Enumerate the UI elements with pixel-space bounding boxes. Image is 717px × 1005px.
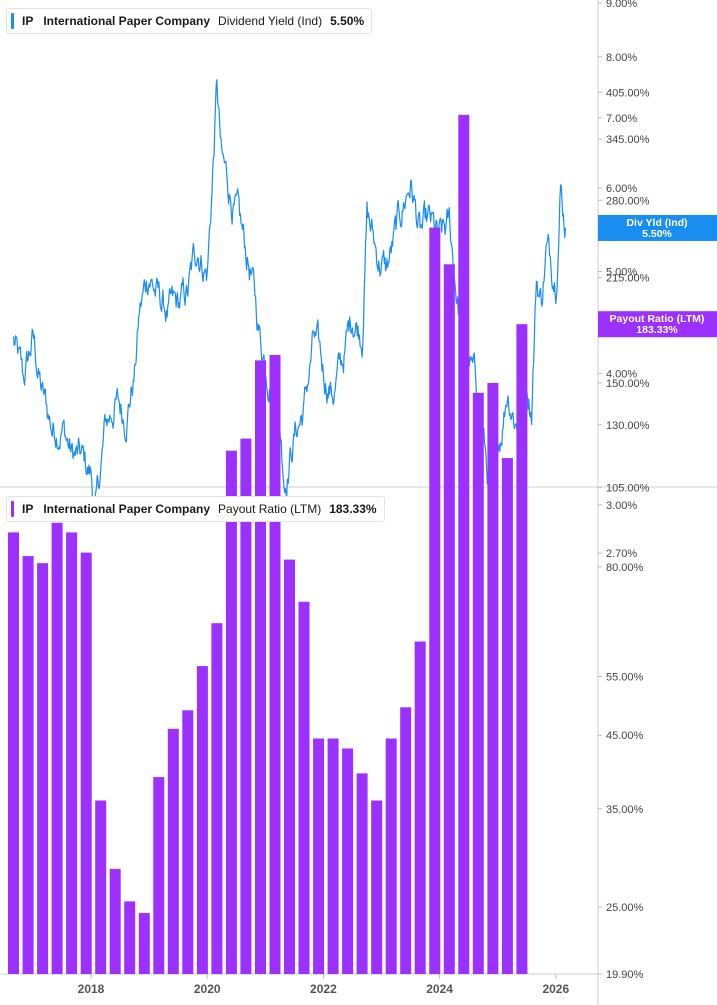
payout-ratio-bar	[22, 556, 34, 974]
payout-ratio-bar	[414, 641, 426, 974]
payout-ratio-bar	[255, 360, 266, 974]
flag-title: Div Yld (Ind)	[626, 217, 687, 229]
payout-ratio-bar	[66, 532, 78, 974]
payout-ratio-bar	[458, 114, 470, 975]
payout-ratio-bar	[472, 392, 484, 974]
y-tick-label: 4.00%	[606, 368, 637, 380]
payout-ratio-bar	[327, 738, 339, 974]
payout-ratio-bar	[225, 450, 237, 974]
payout-ratio-bar	[37, 563, 49, 974]
series-color-swatch	[11, 501, 14, 517]
payout-ratio-bar	[109, 868, 121, 974]
legend-metric-name: Payout Ratio (LTM)	[218, 502, 322, 516]
payout-ratio-bar	[124, 901, 136, 974]
legend-metric-name: Dividend Yield (Ind)	[218, 14, 323, 28]
legend-company-name: International Paper Company	[43, 14, 211, 28]
y-tick-label: 215.00%	[606, 273, 650, 285]
flag-title: Payout Ratio (LTM)	[610, 313, 705, 325]
x-tick-label: 2020	[194, 982, 221, 996]
x-tick-label: 2026	[542, 982, 569, 996]
payout-ratio-bar	[80, 552, 92, 974]
y-tick-label: 19.90%	[606, 969, 644, 981]
y-tick-label: 8.00%	[606, 52, 637, 64]
y-tick-label: 5.00%	[606, 266, 637, 278]
payout-ratio-bar	[167, 728, 179, 974]
payout-ratio-bar	[516, 324, 528, 974]
legend-metric-value: 5.50%	[330, 14, 365, 28]
y-tick-label: 45.00%	[606, 730, 644, 742]
payout-ratio-bar	[443, 264, 455, 974]
payout-ratio-bar	[182, 710, 194, 974]
y-tick-label: 130.00%	[606, 420, 650, 432]
payout-ratio-bar	[51, 522, 63, 974]
payout-ratio-bar	[95, 800, 107, 974]
y-tick-label: 80.00%	[606, 562, 644, 574]
payout-ratio-bar	[8, 532, 19, 974]
y-tick-label: 55.00%	[606, 672, 644, 684]
payout-ratio-bar	[211, 623, 223, 974]
payout-ratio-bar	[196, 666, 208, 974]
payout-ratio-bar	[400, 707, 412, 974]
legend-company-name: International Paper Company	[43, 502, 211, 516]
x-tick-label: 2024	[426, 982, 453, 996]
payout-ratio-bar	[342, 748, 354, 974]
flag-value: 5.50%	[642, 228, 672, 240]
payout-ratio-bar	[313, 738, 325, 974]
payout-ratio-bar	[385, 738, 397, 974]
y-tick-label: 2.70%	[606, 548, 637, 560]
dividend-yield-line	[12, 79, 567, 506]
payout-ratio-bar	[153, 777, 165, 974]
y-tick-label: 345.00%	[606, 134, 650, 146]
y-tick-label: 25.00%	[606, 902, 644, 914]
payout-ratio-bar	[487, 382, 499, 974]
x-tick-label: 2018	[78, 982, 105, 996]
y-tick-label: 6.00%	[606, 183, 637, 195]
y-tick-label: 7.00%	[606, 113, 637, 125]
y-tick-label: 105.00%	[606, 482, 650, 494]
payout-ratio-bar	[429, 227, 441, 975]
y-tick-label: 405.00%	[606, 87, 650, 99]
payout-ratio-bar	[269, 355, 281, 974]
legend-ticker: IP	[22, 14, 34, 28]
x-tick-label: 2022	[310, 982, 337, 996]
y-tick-label: 9.00%	[606, 0, 637, 10]
payout-ratio-bar	[298, 601, 310, 974]
payout-ratio-bar	[138, 913, 150, 974]
y-tick-label: 150.00%	[606, 378, 650, 390]
payout-ratio-bar	[284, 559, 295, 974]
series-color-swatch	[11, 13, 14, 29]
y-tick-label: 280.00%	[606, 195, 650, 207]
flag-value: 183.33%	[636, 324, 678, 336]
payout-ratio-bar	[501, 458, 513, 975]
payout-ratio-bar	[371, 800, 383, 974]
series-layer	[8, 79, 567, 975]
current-value-flag	[598, 311, 717, 338]
legend-payout-ratio[interactable]: IP International Paper Company Payout Ra…	[6, 496, 385, 522]
legend-metric-value: 183.33%	[329, 502, 377, 516]
y-tick-label: 3.00%	[606, 500, 637, 512]
labels-layer: 9.00% 8.00% 7.00% 6.00% 5.00% 4.00% 3.00% 2.70%…	[78, 0, 717, 996]
payout-ratio-bar	[356, 773, 368, 974]
legend-ticker: IP	[22, 502, 34, 516]
legend-dividend-yield[interactable]: IP International Paper Company Dividend …	[6, 8, 373, 34]
payout-ratio-bar	[240, 438, 252, 975]
current-value-flag	[598, 214, 717, 241]
y-tick-label: 35.00%	[606, 804, 644, 816]
